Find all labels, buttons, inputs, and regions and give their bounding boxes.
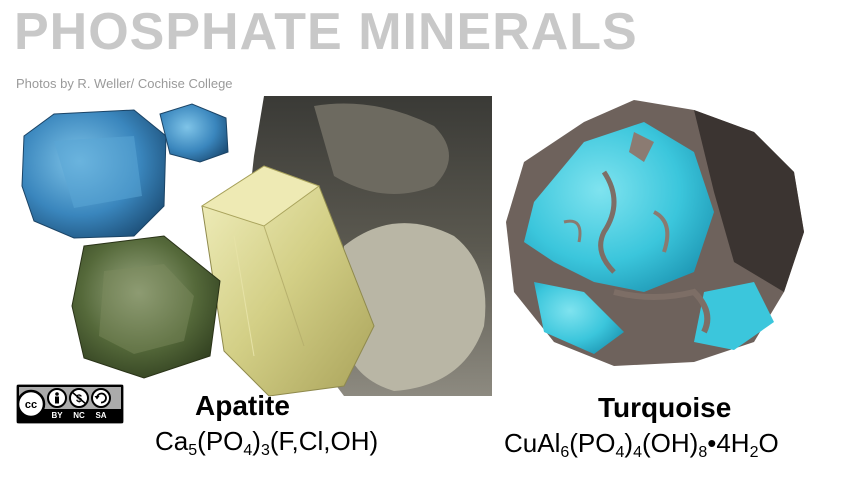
turquoise-formula: CuAl6(PO4)4(OH)8•4H2O (504, 428, 779, 461)
formula-text: •4H (707, 428, 750, 458)
formula-subscript: 5 (188, 442, 198, 459)
turquoise-label: Turquoise (598, 392, 732, 423)
apatite-label: Apatite (195, 390, 290, 421)
cc-icon: cc (17, 389, 46, 419)
apatite-photo (14, 96, 492, 396)
photo-credit: Photos by R. Weller/ Cochise College (16, 76, 233, 91)
license-by-label: BY (51, 411, 63, 420)
svg-text:cc: cc (25, 399, 37, 411)
turquoise-photo (504, 92, 808, 370)
formula-text: (F,Cl,OH) (269, 426, 379, 456)
formula-subscript: 6 (560, 444, 570, 461)
formula-subscript: 2 (749, 444, 759, 461)
no-dollar-icon: $ (69, 388, 89, 408)
formula-subscript: 4 (243, 442, 253, 459)
formula-text: O (758, 428, 779, 458)
apatite-formula: Ca5(PO4)3(F,Cl,OH) (155, 426, 379, 459)
formula-text: Ca (155, 426, 189, 456)
license-sa-label: SA (95, 411, 106, 420)
cc-license-badge: cc $ BY NC SA (16, 384, 124, 424)
formula-subscript: 3 (260, 442, 270, 459)
svg-text:$: $ (76, 393, 82, 405)
formula-text: (PO (197, 426, 244, 456)
person-icon (47, 388, 67, 408)
slide-title: PHOSPHATE MINERALS (14, 3, 638, 61)
formula-subscript: 8 (698, 444, 708, 461)
license-nc-label: NC (73, 411, 85, 420)
formula-subscript: 4 (615, 444, 625, 461)
share-alike-icon (91, 388, 111, 408)
formula-text: (OH) (641, 428, 699, 458)
formula-text: CuAl (504, 428, 561, 458)
formula-text: ) (624, 428, 634, 458)
formula-subscript: 4 (633, 444, 642, 461)
formula-text: (PO (569, 428, 616, 458)
formula-text: ) (252, 426, 261, 456)
